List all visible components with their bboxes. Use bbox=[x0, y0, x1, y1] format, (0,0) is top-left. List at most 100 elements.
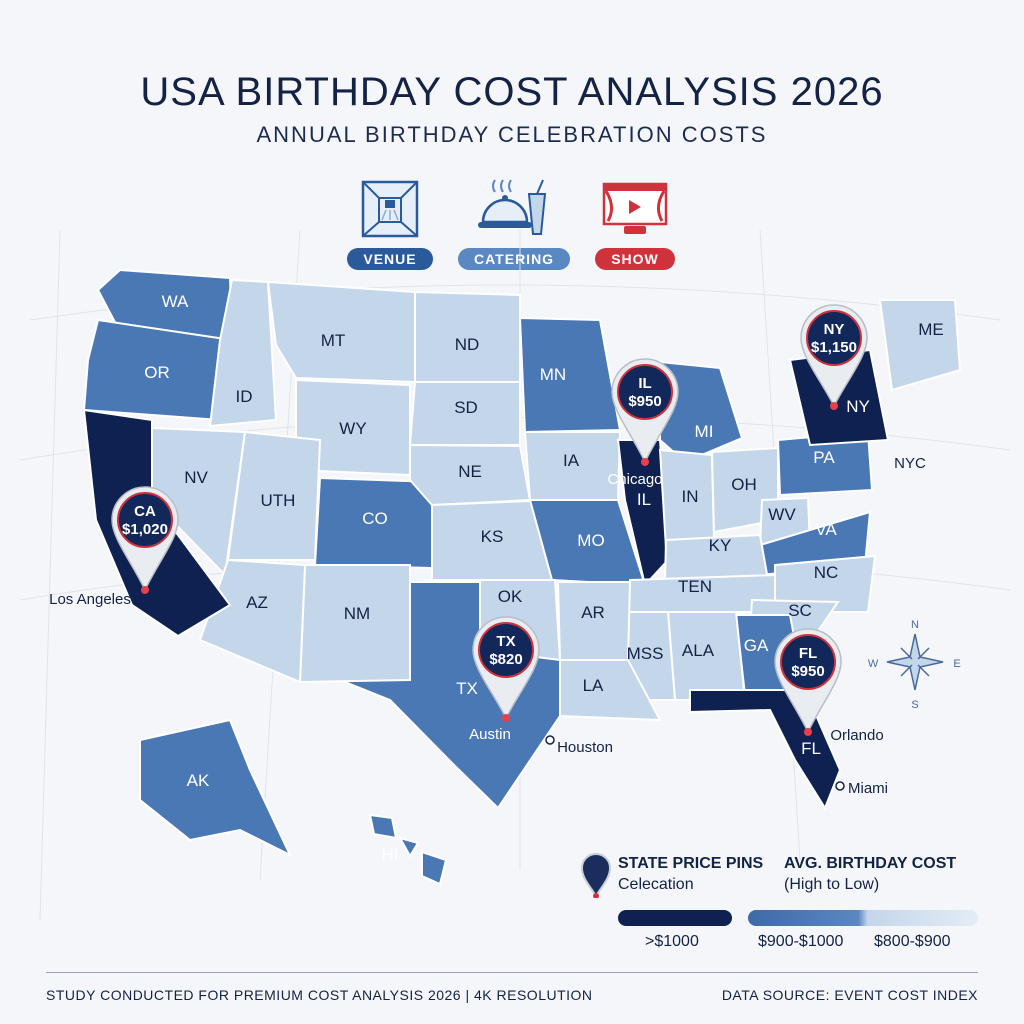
city-dot-houston bbox=[545, 735, 555, 745]
city-label-chicago: Chicago bbox=[607, 471, 662, 488]
pin-state-tx: TX bbox=[496, 633, 515, 650]
state-or bbox=[82, 318, 234, 422]
state-label-ala: ALA bbox=[682, 641, 715, 660]
price-pin-ca: CA$1,020 Los Angeles bbox=[49, 486, 179, 608]
state-mt bbox=[266, 280, 416, 384]
state-label-sd: SD bbox=[454, 398, 478, 417]
category-venue: VENUE bbox=[335, 178, 445, 270]
state-label-wv: WV bbox=[768, 505, 796, 524]
state-label-ny: NY bbox=[846, 397, 870, 416]
state-label-mss: MSS bbox=[627, 644, 664, 663]
show-icon bbox=[602, 182, 668, 234]
state-label-mt: MT bbox=[321, 331, 346, 350]
footer-right: DATA SOURCE: EVENT COST INDEX bbox=[721, 987, 978, 1003]
legend-label-low: $800-$900 bbox=[874, 933, 951, 950]
price-pin-tx: TX$820 Austin bbox=[469, 616, 540, 743]
state-label-id: ID bbox=[236, 387, 253, 406]
compass-rose: N E S W bbox=[868, 619, 961, 711]
category-catering: CATERING bbox=[458, 178, 571, 270]
state-mn bbox=[518, 316, 622, 434]
state-label-nc: NC bbox=[814, 563, 839, 582]
state-label-pa: PA bbox=[813, 448, 835, 467]
city-label-los-angeles: Los Angeles bbox=[49, 591, 131, 608]
page-subtitle: ANNUAL BIRTHDAY CELEBRATION COSTS bbox=[256, 122, 768, 147]
category-show: SHOW bbox=[580, 178, 690, 270]
state-label-in: IN bbox=[682, 487, 699, 506]
city-label-nyc: NYC bbox=[894, 455, 926, 472]
pin-price-fl: $950 bbox=[791, 663, 824, 680]
state-nc bbox=[774, 554, 877, 613]
state-label-nv: NV bbox=[184, 468, 208, 487]
city-dot-miami bbox=[835, 781, 845, 791]
pin-state-fl: FL bbox=[799, 645, 817, 662]
state-id bbox=[208, 278, 278, 428]
state-label-or: OR bbox=[144, 363, 170, 382]
state-label-wy: WY bbox=[339, 419, 366, 438]
pin-state-ny: NY bbox=[824, 321, 845, 338]
venue-icon bbox=[361, 180, 419, 238]
state-label-ten: TEN bbox=[678, 577, 712, 596]
footer-left: STUDY CONDUCTED FOR PREMIUM COST ANALYSI… bbox=[46, 987, 593, 1003]
city-label-orlando: Orlando bbox=[830, 727, 883, 744]
compass-w: W bbox=[868, 658, 879, 670]
state-label-ok: OK bbox=[498, 587, 523, 606]
legend-cost-sub: (High to Low) bbox=[784, 876, 880, 893]
state-label-ia: IA bbox=[563, 451, 580, 470]
state-label-hi: HI bbox=[382, 845, 399, 864]
compass-e: E bbox=[953, 658, 960, 670]
compass-n: N bbox=[911, 619, 919, 631]
state-label-ks: KS bbox=[481, 527, 504, 546]
compass-s: S bbox=[911, 699, 918, 711]
state-az bbox=[198, 558, 307, 684]
state-label-mi: MI bbox=[695, 422, 714, 441]
state-label-ar: AR bbox=[581, 603, 605, 622]
city-label-houston: Houston bbox=[557, 739, 613, 756]
state-label-sc: SC bbox=[788, 601, 812, 620]
state-label-la: LA bbox=[583, 676, 604, 695]
legend-bar-mid-low bbox=[748, 910, 978, 926]
legend-cost-title: AVG. BIRTHDAY COST bbox=[784, 855, 957, 872]
footer-divider bbox=[46, 972, 978, 973]
legend-bar-high bbox=[618, 910, 732, 926]
state-label-nd: ND bbox=[455, 335, 480, 354]
legend-pin-icon bbox=[580, 853, 612, 898]
price-pin-il: IL$950 Chicago bbox=[607, 358, 679, 488]
catering-pill: CATERING bbox=[458, 248, 571, 270]
state-label-il: IL bbox=[637, 490, 651, 509]
state-label-me: ME bbox=[918, 320, 944, 339]
state-label-mo: MO bbox=[577, 531, 604, 550]
state-label-ne: NE bbox=[458, 462, 482, 481]
state-label-ky: KY bbox=[709, 536, 732, 555]
state-label-ga: GA bbox=[744, 636, 769, 655]
state-label-mn: MN bbox=[540, 365, 566, 384]
state-ak bbox=[139, 718, 293, 858]
city-label-austin: Austin bbox=[469, 726, 511, 743]
legend-pins-title: STATE PRICE PINS bbox=[618, 855, 764, 872]
legend-pins-sub: Celecation bbox=[618, 876, 694, 893]
state-label-va: VA bbox=[815, 520, 837, 539]
state-label-tx: TX bbox=[456, 679, 478, 698]
pin-state-il: IL bbox=[638, 375, 651, 392]
state-nm bbox=[298, 564, 411, 684]
state-label-ak: AK bbox=[187, 771, 210, 790]
legend-label-mid: $900-$1000 bbox=[758, 933, 844, 950]
show-pill: SHOW bbox=[595, 248, 675, 270]
state-label-co: CO bbox=[362, 509, 388, 528]
pin-price-il: $950 bbox=[628, 393, 661, 410]
pin-state-ca: CA bbox=[134, 503, 156, 520]
catering-icon bbox=[478, 179, 547, 235]
pin-price-ca: $1,020 bbox=[122, 521, 168, 538]
state-label-wa: WA bbox=[162, 292, 189, 311]
city-label-miami: Miami bbox=[848, 780, 888, 797]
state-label-nm: NM bbox=[344, 604, 370, 623]
page-title: USA BIRTHDAY COST ANALYSIS 2026 bbox=[140, 70, 884, 114]
compass-star-icon bbox=[886, 633, 944, 691]
state-me bbox=[878, 299, 962, 392]
legend-label-high: >$1000 bbox=[645, 933, 699, 950]
state-hi bbox=[368, 813, 448, 886]
venue-pill: VENUE bbox=[347, 248, 433, 270]
state-label-az: AZ bbox=[246, 593, 268, 612]
pin-price-ny: $1,150 bbox=[811, 339, 857, 356]
price-pin-fl: FL$950 Orlando bbox=[774, 628, 884, 744]
